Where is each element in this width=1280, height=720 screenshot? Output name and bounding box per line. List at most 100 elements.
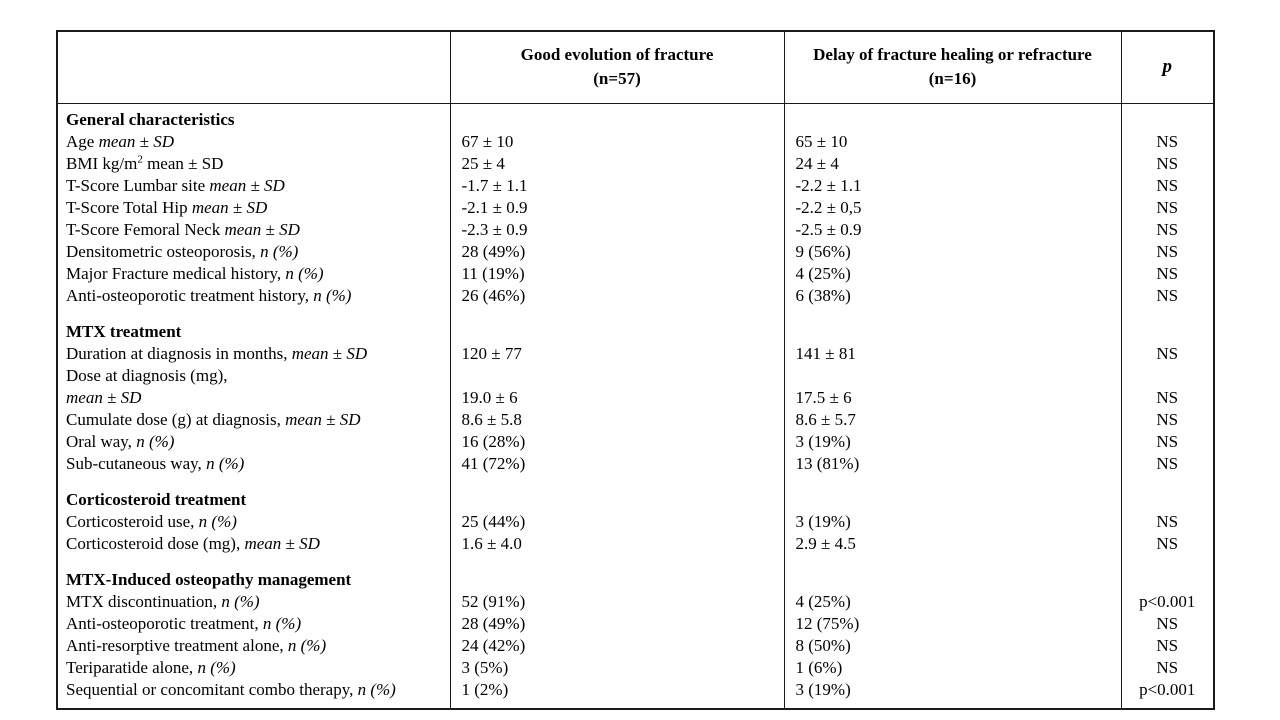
row-label-italic: n (%) xyxy=(285,263,324,283)
empty-cell xyxy=(449,306,784,343)
value-delay-refracture: 9 (56%) xyxy=(783,240,1121,263)
p-value: NS xyxy=(1120,218,1214,241)
row-label-italic: n (%) xyxy=(136,431,175,451)
header-empty-cell xyxy=(57,31,450,104)
p-value: NS xyxy=(1120,342,1214,365)
p-value: NS xyxy=(1120,152,1214,175)
row-label: mean ± SD xyxy=(57,387,450,409)
table-row: Cumulate dose (g) at diagnosis, mean ± S… xyxy=(57,408,1214,431)
value-delay-refracture: 4 (25%) xyxy=(783,262,1121,285)
value-good-evolution xyxy=(449,364,784,387)
empty-cell xyxy=(783,474,1121,511)
row-label-italic: mean ± SD xyxy=(224,219,300,239)
row-label: Major Fracture medical history, n (%) xyxy=(57,263,450,285)
value-good-evolution: -2.3 ± 0.9 xyxy=(449,218,784,241)
row-label: Anti-resorptive treatment alone, n (%) xyxy=(57,635,450,657)
value-delay-refracture: 2.9 ± 4.5 xyxy=(783,532,1121,555)
value-delay-refracture: 3 (19%) xyxy=(783,678,1121,709)
value-good-evolution: 1.6 ± 4.0 xyxy=(449,532,784,555)
table-row: T-Score Femoral Neck mean ± SD -2.3 ± 0.… xyxy=(57,218,1214,241)
empty-cell xyxy=(1120,474,1214,511)
row-label-text: Age xyxy=(66,131,99,151)
p-value: NS xyxy=(1120,386,1214,409)
row-label-text: Sequential or concomitant combo therapy, xyxy=(66,679,358,699)
section-title: General characteristics xyxy=(66,109,235,129)
section-header-row: MTX treatment xyxy=(57,306,1214,343)
value-good-evolution: 28 (49%) xyxy=(449,612,784,635)
value-delay-refracture: 8.6 ± 5.7 xyxy=(783,408,1121,431)
p-value: NS xyxy=(1120,612,1214,635)
row-label: Dose at diagnosis (mg), xyxy=(57,365,450,387)
value-good-evolution: 120 ± 77 xyxy=(449,342,784,365)
row-label: Corticosteroid use, n (%) xyxy=(57,511,450,533)
empty-cell xyxy=(1120,554,1214,591)
value-good-evolution: 26 (46%) xyxy=(449,284,784,307)
row-label-italic: mean ± SD xyxy=(291,343,368,363)
header-p-value: p xyxy=(1120,31,1214,104)
p-value: p<0.001 xyxy=(1120,678,1214,709)
row-label-text: Cumulate dose (g) at diagnosis, xyxy=(66,409,286,429)
header-good-evolution: Good evolution of fracture (n=57) xyxy=(449,31,784,104)
row-label-text: BMI kg/m xyxy=(66,153,138,173)
header-row: Good evolution of fracture (n=57) Delay … xyxy=(57,31,1214,104)
row-label-text: Dose at diagnosis (mg), xyxy=(66,365,228,385)
row-label: Sequential or concomitant combo therapy,… xyxy=(57,679,450,709)
row-label-text: Sub-cutaneous way, xyxy=(66,453,207,473)
row-label: Age mean ± SD xyxy=(57,131,450,153)
superscript: 2 xyxy=(137,152,143,165)
row-label-italic: mean ± SD xyxy=(244,533,320,553)
value-good-evolution: 3 (5%) xyxy=(449,656,784,679)
p-value: NS xyxy=(1120,634,1214,657)
value-delay-refracture: 3 (19%) xyxy=(783,430,1121,453)
row-label-italic: n (%) xyxy=(260,241,299,261)
empty-cell xyxy=(1120,103,1214,131)
characteristics-table: Good evolution of fracture (n=57) Delay … xyxy=(56,30,1215,710)
row-label-text: T-Score Total Hip xyxy=(66,197,192,217)
row-label-text: Densitometric osteoporosis, xyxy=(66,241,261,261)
header-delay-refracture-line1: Delay of fracture healing or refracture xyxy=(813,44,1092,64)
table-row: Anti-resorptive treatment alone, n (%) 2… xyxy=(57,634,1214,657)
p-value: NS xyxy=(1120,262,1214,285)
value-delay-refracture: 13 (81%) xyxy=(783,452,1121,475)
empty-cell xyxy=(783,306,1121,343)
value-good-evolution: 1 (2%) xyxy=(449,678,784,709)
p-value: NS xyxy=(1120,452,1214,475)
row-label: T-Score Femoral Neck mean ± SD xyxy=(57,219,450,241)
row-label-text: Anti-osteoporotic treatment history, xyxy=(66,285,314,305)
p-value: NS xyxy=(1120,130,1214,153)
row-label-italic: mean ± SD xyxy=(191,197,268,217)
value-good-evolution: 41 (72%) xyxy=(449,452,784,475)
table-row: Duration at diagnosis in months, mean ± … xyxy=(57,342,1214,365)
table-row: Sequential or concomitant combo therapy,… xyxy=(57,678,1214,709)
value-delay-refracture: 141 ± 81 xyxy=(783,342,1121,365)
table-row: mean ± SD 19.0 ± 6 17.5 ± 6 NS xyxy=(57,386,1214,409)
p-value xyxy=(1120,364,1214,387)
value-delay-refracture: 65 ± 10 xyxy=(783,130,1121,153)
table-row: Teriparatide alone, n (%) 3 (5%) 1 (6%) … xyxy=(57,656,1214,679)
row-label: Anti-osteoporotic treatment history, n (… xyxy=(57,285,450,307)
value-delay-refracture: 1 (6%) xyxy=(783,656,1121,679)
row-label: Anti-osteoporotic treatment, n (%) xyxy=(57,613,450,635)
empty-cell xyxy=(449,554,784,591)
value-delay-refracture: 12 (75%) xyxy=(783,612,1121,635)
table-row: Sub-cutaneous way, n (%) 41 (72%) 13 (81… xyxy=(57,452,1214,475)
section-title: Corticosteroid treatment xyxy=(66,489,247,509)
row-label: MTX discontinuation, n (%) xyxy=(57,591,450,613)
value-good-evolution: 28 (49%) xyxy=(449,240,784,263)
p-value: NS xyxy=(1120,430,1214,453)
row-label-italic: n (%) xyxy=(221,591,260,611)
p-value: NS xyxy=(1120,240,1214,263)
header-good-evolution-n: (n=57) xyxy=(593,69,641,89)
row-label-text: Oral way, xyxy=(66,431,137,451)
table-row: T-Score Lumbar site mean ± SD -1.7 ± 1.1… xyxy=(57,174,1214,197)
table-body: General characteristics Age mean ± SD 67… xyxy=(57,103,1214,709)
row-label-italic: n (%) xyxy=(287,635,327,655)
p-value: NS xyxy=(1120,284,1214,307)
p-value: NS xyxy=(1120,656,1214,679)
row-label-italic: n (%) xyxy=(262,613,302,633)
section-title: MTX-Induced osteopathy management xyxy=(66,569,352,589)
row-label-text: Teriparatide alone, xyxy=(66,657,198,677)
row-label-italic: mean ± SD xyxy=(98,131,175,151)
row-label: Densitometric osteoporosis, n (%) xyxy=(57,241,450,263)
empty-cell xyxy=(1120,306,1214,343)
